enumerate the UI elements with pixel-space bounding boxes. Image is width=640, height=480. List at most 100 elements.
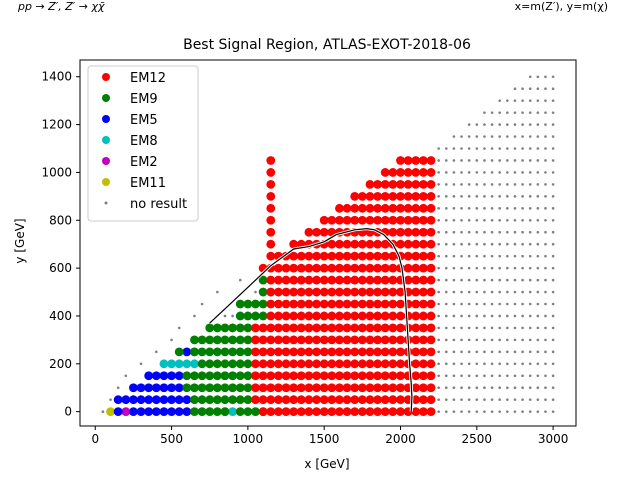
data-point	[528, 410, 532, 413]
data-point	[212, 347, 222, 357]
data-point	[513, 278, 517, 282]
data-point	[452, 230, 456, 234]
data-point	[437, 147, 440, 150]
data-point	[357, 383, 367, 393]
data-point	[289, 371, 299, 381]
data-point	[350, 371, 360, 381]
data-point	[544, 266, 547, 270]
data-point	[513, 147, 517, 150]
data-point	[467, 171, 471, 174]
data-point	[437, 350, 440, 354]
data-point	[266, 347, 276, 357]
data-point	[357, 335, 367, 345]
data-point	[437, 314, 440, 318]
data-point	[151, 407, 161, 417]
data-point	[498, 374, 501, 378]
data-point	[513, 338, 517, 342]
data-point	[551, 290, 555, 294]
data-point	[426, 371, 436, 381]
data-point	[460, 159, 463, 162]
data-point	[467, 374, 471, 378]
data-point	[437, 159, 440, 162]
data-point	[411, 156, 421, 165]
data-point	[342, 383, 352, 393]
data-point	[452, 362, 456, 366]
data-point	[452, 278, 456, 282]
data-point	[460, 290, 463, 294]
data-point	[426, 287, 436, 297]
data-point	[266, 335, 276, 345]
y-tick-label: 400	[49, 309, 72, 323]
data-point	[444, 218, 448, 222]
data-point	[536, 111, 540, 114]
data-point	[521, 147, 524, 150]
data-point	[506, 254, 509, 258]
data-point	[281, 275, 291, 285]
data-point	[513, 290, 517, 294]
data-point	[251, 299, 260, 309]
data-point	[373, 371, 382, 381]
data-point	[281, 287, 291, 297]
data-point	[452, 290, 456, 294]
data-point	[144, 407, 154, 417]
data-point	[467, 266, 471, 270]
data-point	[536, 398, 540, 401]
data-point	[528, 207, 532, 210]
data-point	[467, 123, 471, 126]
data-point	[327, 371, 337, 381]
data-point	[373, 335, 382, 345]
data-point	[380, 407, 390, 417]
data-point	[373, 395, 382, 405]
data-point	[235, 383, 245, 393]
data-point	[190, 407, 199, 417]
data-point	[506, 266, 509, 270]
exclusion-contour	[209, 227, 413, 412]
data-point	[388, 383, 398, 393]
data-point	[388, 359, 398, 369]
y-axis-label: y [GeV]	[13, 218, 27, 263]
data-point	[536, 218, 540, 222]
data-point	[411, 191, 421, 201]
data-point	[243, 335, 253, 345]
data-point	[312, 323, 321, 333]
data-point	[498, 386, 501, 390]
data-point	[467, 350, 471, 354]
data-point	[460, 147, 463, 150]
data-point	[544, 362, 547, 366]
data-point	[350, 239, 360, 249]
data-point	[350, 383, 360, 393]
data-point	[396, 239, 405, 249]
legend-label: EM5	[130, 113, 158, 128]
data-point	[380, 287, 390, 297]
data-point	[506, 350, 509, 354]
data-point	[304, 299, 314, 309]
data-point	[506, 171, 509, 174]
data-point	[289, 239, 299, 249]
data-point	[452, 242, 456, 246]
data-point	[258, 287, 268, 297]
data-point	[426, 299, 436, 309]
data-point	[274, 395, 283, 405]
data-point	[373, 191, 382, 201]
data-point	[380, 275, 390, 285]
data-point	[403, 239, 413, 249]
data-point	[452, 195, 456, 198]
data-point	[483, 302, 486, 306]
data-point	[266, 275, 276, 285]
data-point	[544, 278, 547, 282]
data-point	[544, 123, 547, 126]
data-point	[174, 407, 184, 417]
data-point	[258, 383, 268, 393]
data-point	[373, 215, 382, 225]
data-point	[536, 362, 540, 366]
data-point	[327, 347, 337, 357]
data-point	[220, 359, 230, 369]
data-point	[266, 156, 276, 165]
x-tick-label: 2500	[462, 432, 493, 446]
data-point	[536, 99, 540, 102]
data-point	[312, 371, 321, 381]
data-point	[506, 326, 509, 330]
data-point	[437, 338, 440, 342]
data-point	[182, 407, 192, 417]
data-point	[551, 242, 555, 246]
